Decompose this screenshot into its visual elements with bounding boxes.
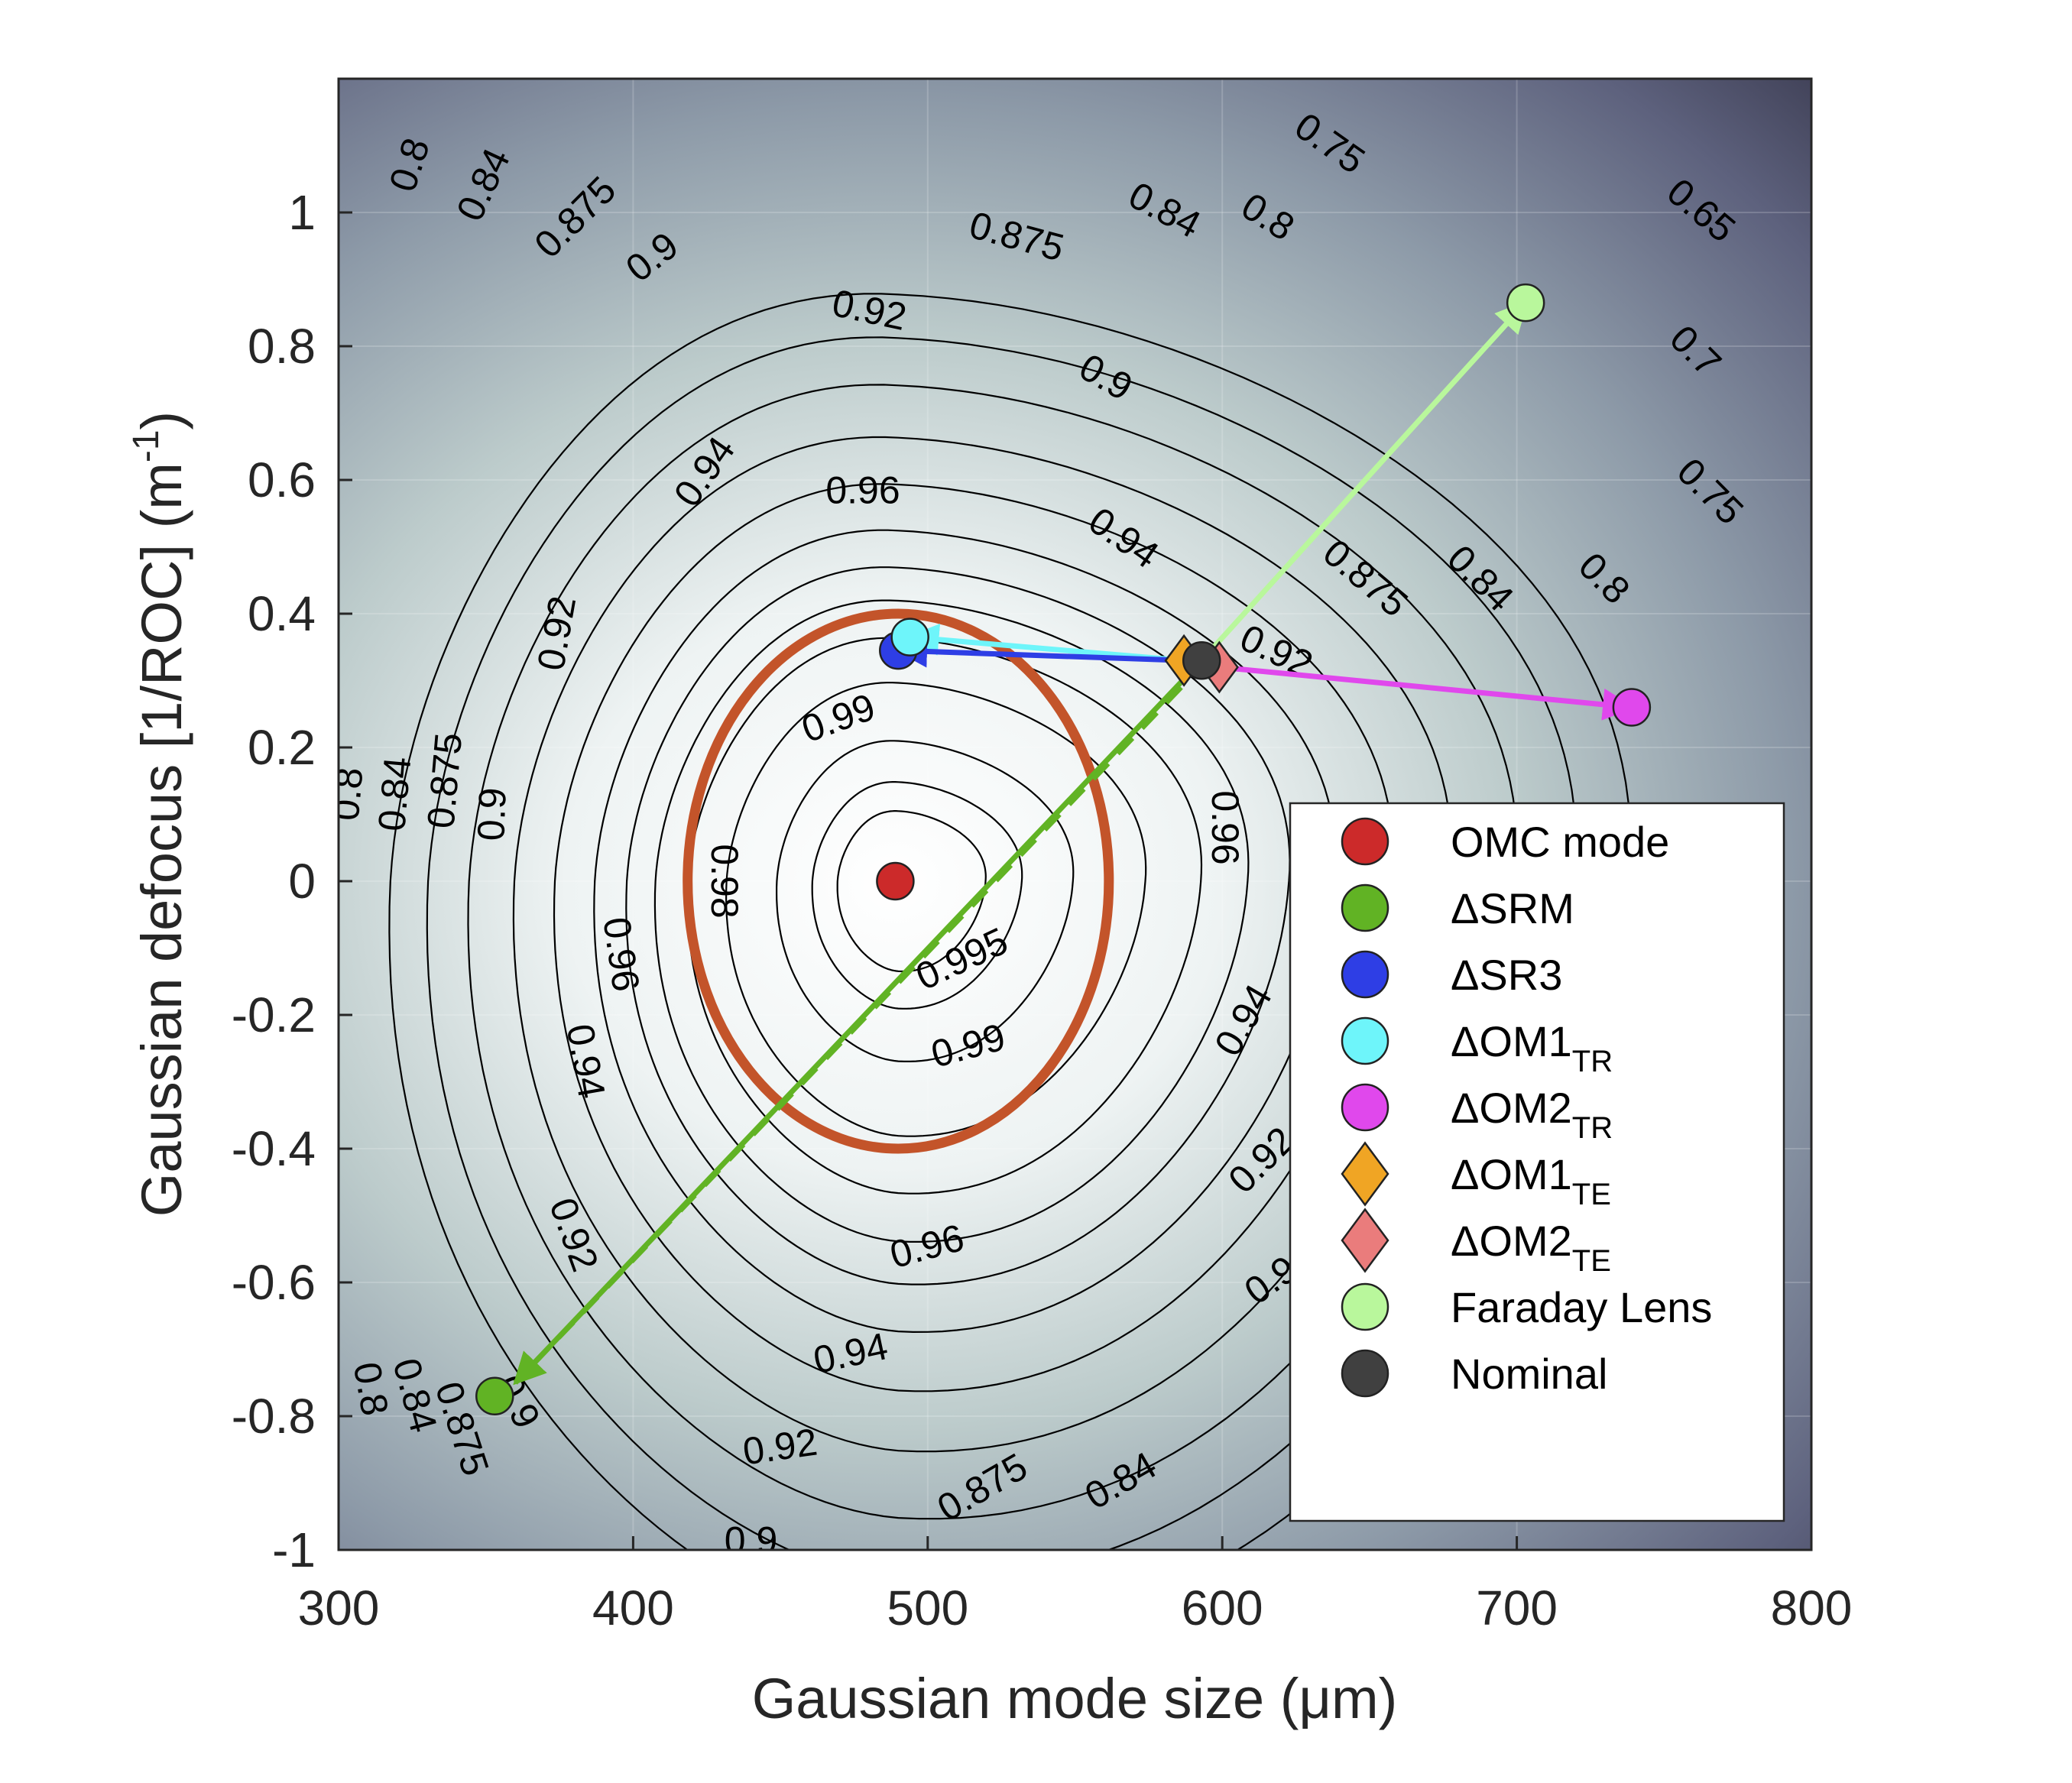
contour-line [836,810,987,973]
arrow-line [1199,300,1528,663]
x-tick-label: 400 [592,1580,674,1635]
plot-frame [337,77,1813,1551]
legend-label-main: Faraday Lens [1451,1283,1712,1331]
point--om1-tr [890,618,929,656]
legend-label-main: Nominal [1451,1350,1607,1398]
y-tick-label: 1 [288,185,316,240]
legend-marker [1341,817,1389,866]
x-tick-label: 300 [298,1580,380,1635]
y-axis-label-tail: ) [130,411,193,430]
y-tick-label: 0.6 [248,452,316,507]
contour-label: 0.9 [469,787,514,841]
contour-line [625,566,1291,1285]
contour-line [653,599,1250,1243]
legend-label-main: ΔSRM [1451,884,1574,932]
contour-label: 0.9 [725,1519,778,1561]
x-tick-label: 500 [887,1580,968,1635]
legend-label-main: ΔOM1 [1451,1017,1572,1065]
contour-line [467,384,1519,1520]
x-tick-label: 700 [1476,1580,1558,1635]
y-tick-label: -0.8 [232,1389,316,1444]
legend-marker [1341,1282,1389,1331]
contour-label: 0.96 [1204,790,1247,864]
contour-label: 0.84 [370,755,419,833]
legend: OMC modeΔSRMΔSR3ΔOM1TRΔOM2TRΔOM1TEΔOM2TE… [1289,802,1785,1522]
legend-label-main: ΔOM2 [1451,1084,1572,1132]
legend-label: ΔSR3 [1451,951,1562,999]
y-axis-label-sup: -1 [126,430,167,462]
y-tick-label: -0.4 [232,1121,316,1176]
y-tick-label: 0.4 [248,586,316,641]
y-axis-label-main: Gaussian defocus [1/ROC] (m [130,462,193,1217]
contour-line [593,529,1338,1334]
contour-label: 0.8 [324,766,371,822]
contour-label: 0.8 [345,1359,397,1418]
fit-ellipse [683,608,1114,1154]
legend-label: ΔOM1TR [1451,1017,1613,1078]
legend-label: ΔOM1TE [1451,1150,1611,1211]
contour-label: 0.875 [419,731,470,831]
y-tick-label: 0 [288,854,316,909]
legend-label-sub: TR [1572,1045,1613,1078]
arrows [513,300,1636,1386]
legend-marker [1341,1083,1389,1132]
legend-label-main: ΔOM2 [1451,1217,1572,1265]
y-axis-ticks: 1 0.8 0.6 0.4 0.2 0 -0.2 -0.4 -0.6 -0.8 -1 [232,185,352,1577]
x-axis-label: Gaussian mode size (μm) [752,1667,1398,1730]
contour-lines [388,293,1632,1550]
legend-label-main: ΔSR3 [1451,951,1562,999]
fit-ellipse-layer [683,608,1114,1154]
x-axis-ticks: 300 400 500 600 700 800 [298,1536,1853,1635]
legend-label: OMC mode [1451,818,1669,866]
legend-label: ΔSRM [1451,884,1574,932]
contour-line [426,336,1578,1550]
y-axis-label: Gaussian defocus [1/ROC] (m-1) [126,411,193,1217]
y-tick-label: -0.6 [232,1255,316,1310]
y-tick-label: 0.2 [248,720,316,775]
contour-line [776,740,1075,1062]
y-tick-label: 0.8 [248,319,316,374]
contour-line [811,781,1023,1010]
contour-line [388,293,1632,1550]
point-omc-mode [876,861,915,901]
y-tick-label: -1 [272,1522,316,1577]
legend-marker [1341,950,1389,999]
legend-label: Nominal [1451,1350,1607,1398]
contour-label: 0.98 [703,844,746,918]
legend-marker [1341,1016,1389,1065]
arrow-line [895,635,1185,668]
legend-label-sub: TE [1572,1178,1611,1211]
point-faraday-lens [1506,283,1545,323]
arrow-line [1219,664,1636,721]
contour-line [553,483,1395,1392]
x-tick-label: 600 [1182,1580,1263,1635]
contour-label: 0.96 [825,469,900,512]
legend-label: Faraday Lens [1451,1283,1712,1331]
legend-marker [1341,1349,1389,1398]
legend-label: ΔOM2TE [1451,1217,1611,1278]
legend-marker [1341,1141,1389,1207]
legend-label: ΔOM2TR [1451,1084,1613,1145]
point--srm [475,1376,514,1415]
legend-marker [1341,1208,1389,1273]
legend-label-sub: TR [1572,1111,1613,1145]
contour-line [512,436,1453,1453]
contour-label: 0.96 [595,915,647,994]
data-points [475,283,1652,1415]
legend-marker [1341,883,1389,932]
legend-label-main: ΔOM1 [1451,1150,1572,1198]
arrow-line [513,685,1183,1386]
point--om2-tr [1612,688,1652,727]
x-tick-label: 800 [1771,1580,1853,1635]
legend-label-main: OMC mode [1451,818,1669,866]
legend-label-sub: TE [1572,1244,1611,1278]
y-tick-label: -0.2 [232,987,316,1042]
point-nominal [1182,641,1221,680]
contour-label: 0.92 [740,1420,819,1473]
